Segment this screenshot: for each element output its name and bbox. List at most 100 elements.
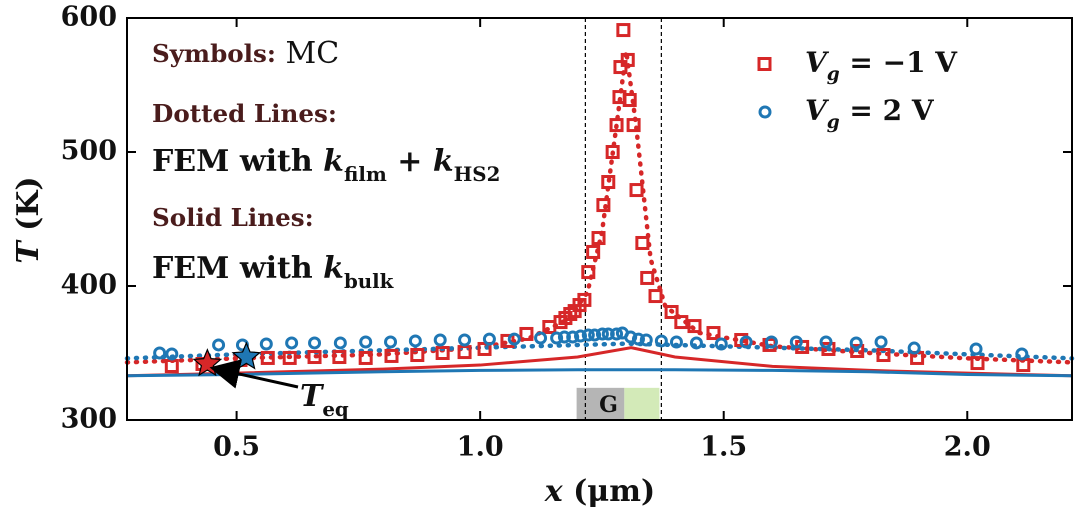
- mc-square: [410, 348, 425, 363]
- mc-circle: [610, 327, 624, 341]
- mc-square: [640, 270, 655, 285]
- mc-circle: [534, 331, 548, 345]
- mc-circle: [739, 335, 753, 349]
- text-part: = −1 V: [840, 46, 959, 79]
- mc-square: [970, 356, 985, 371]
- mc-circle: [285, 336, 299, 350]
- mc-circle: [654, 334, 668, 348]
- mc-square: [601, 175, 616, 190]
- legend-marker: [757, 57, 772, 71]
- text-part: k: [433, 144, 454, 179]
- mc-circle: [624, 330, 638, 344]
- mc-circle: [384, 335, 398, 349]
- mc-circle: [482, 332, 496, 346]
- mc-square: [596, 198, 611, 213]
- gate-region: [576, 387, 625, 420]
- mc-square: [164, 358, 179, 373]
- x-tick-label: 2.0: [944, 432, 991, 463]
- mc-circle: [907, 341, 921, 355]
- text-part: bulk: [344, 269, 395, 293]
- legend-marker: [758, 105, 772, 119]
- mc-square: [706, 326, 721, 341]
- mc-square: [519, 326, 534, 341]
- text-part: g: [827, 64, 840, 85]
- x-tick-label: 1.5: [700, 432, 747, 463]
- rich-text: Vg = −1 V: [805, 46, 958, 85]
- mc-circle: [333, 336, 347, 350]
- text-part: T: [11, 239, 46, 264]
- mc-circle: [507, 332, 521, 346]
- text-part: (K): [11, 176, 46, 241]
- mc-circle: [595, 327, 609, 341]
- mc-circle: [581, 328, 595, 342]
- rich-text: Vg = 2 V: [805, 94, 935, 133]
- mc-circle: [969, 342, 983, 356]
- mc-square: [500, 333, 515, 348]
- rich-text: T (K): [11, 176, 46, 263]
- gate-label: G: [599, 392, 618, 418]
- y-tick-label: 300: [61, 404, 117, 435]
- mc-square: [674, 315, 689, 330]
- mc-circle: [874, 335, 888, 349]
- mc-square: [605, 145, 620, 159]
- mc-circle: [631, 332, 645, 346]
- mc-square: [332, 350, 347, 365]
- text-part: +: [387, 144, 433, 179]
- mc-square: [850, 343, 865, 358]
- x-tick-label: 0.5: [213, 432, 260, 463]
- text-part: Symbols:: [152, 39, 276, 68]
- mc-square: [477, 341, 492, 356]
- mc-square: [648, 289, 663, 304]
- mc-circle: [408, 334, 422, 348]
- mc-square: [626, 118, 641, 133]
- mc-circle: [789, 335, 803, 349]
- y-tick-label: 600: [61, 2, 117, 33]
- text-part: Solid Lines:: [152, 203, 314, 232]
- text-part: V: [805, 94, 830, 127]
- mc-circle: [153, 346, 167, 360]
- mc-circle: [308, 336, 322, 350]
- mc-circle: [550, 331, 564, 345]
- mc-square: [821, 341, 836, 356]
- text-part: k: [323, 144, 344, 179]
- text-part: V: [805, 46, 830, 79]
- y-tick-label: 500: [61, 136, 117, 167]
- mc-square: [591, 231, 606, 246]
- mc-square: [457, 345, 472, 360]
- mc-circle: [669, 335, 683, 349]
- text-part: film: [344, 162, 387, 186]
- rich-text: Teq: [300, 379, 349, 421]
- mc-square: [586, 244, 601, 259]
- mc-circle: [165, 347, 179, 361]
- mc-circle: [359, 335, 373, 349]
- fem-line: [126, 368, 1073, 378]
- mc-square: [664, 304, 679, 319]
- mc-circle: [1015, 347, 1029, 361]
- rich-text: Dotted Lines:: [152, 99, 337, 128]
- text-part: MC: [276, 36, 339, 71]
- mc-circle: [259, 337, 273, 351]
- mc-circle: [458, 333, 472, 347]
- mc-square: [616, 23, 631, 38]
- text-part: eq: [322, 397, 349, 421]
- mc-circle: [566, 330, 580, 344]
- mc-square: [876, 348, 891, 363]
- rich-text: Symbols: MC: [152, 36, 339, 71]
- text-part: Dotted Lines:: [152, 99, 337, 128]
- text-part: T: [300, 379, 325, 414]
- mc-square: [620, 52, 635, 67]
- gate-region: [624, 387, 660, 420]
- mc-square: [307, 350, 322, 365]
- mc-square: [613, 60, 628, 75]
- mc-square: [577, 292, 592, 307]
- mc-circle: [557, 330, 571, 344]
- mc-square: [435, 346, 450, 360]
- text-part: HS2: [454, 162, 501, 186]
- text-part: FEM with: [152, 144, 323, 179]
- rich-text: Solid Lines:: [152, 203, 314, 232]
- mc-circle: [689, 336, 703, 350]
- x-tick-label: 1.0: [457, 432, 504, 463]
- mc-square: [687, 319, 702, 334]
- fem-line: [124, 51, 1075, 365]
